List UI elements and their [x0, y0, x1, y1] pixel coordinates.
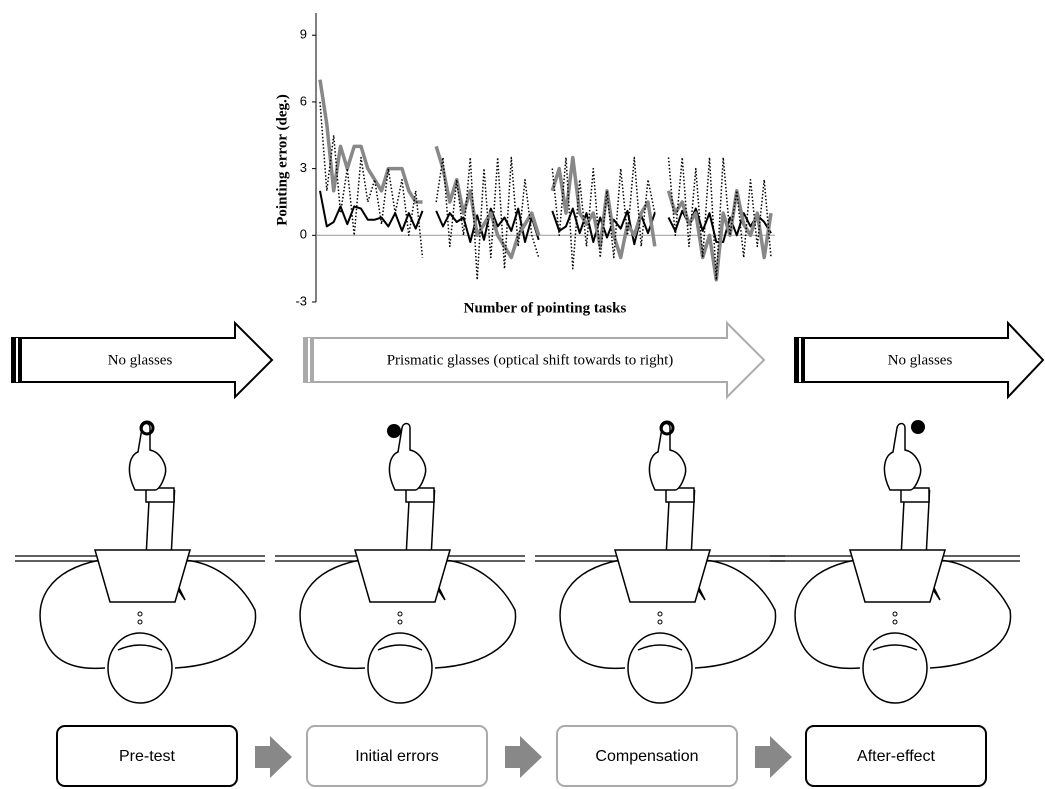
phase-arrow: No glasses — [11, 320, 274, 400]
flow-arrow — [255, 736, 292, 778]
phase-arrow: No glasses — [794, 320, 1045, 400]
phase-arrow: Prismatic glasses (optical shift towards… — [303, 320, 766, 400]
y-axis-title: Pointing error (deg.) — [274, 94, 290, 226]
stage-label: After-effect — [857, 748, 936, 765]
x-axis-title: Number of pointing tasks — [464, 300, 627, 316]
stage: Pre-test — [56, 725, 238, 787]
phase-label: No glasses — [888, 352, 953, 368]
flow-arrow — [505, 736, 542, 778]
stage-label: Initial errors — [355, 748, 439, 765]
stage: Initial errors — [306, 725, 488, 787]
phase-label: Prismatic glasses (optical shift towards… — [387, 352, 674, 368]
series-line — [318, 79, 773, 282]
illustration — [14, 420, 1021, 704]
y-tick-label: 6 — [300, 93, 307, 108]
y-tick-label: 0 — [300, 227, 307, 242]
stage-label: Compensation — [595, 748, 698, 765]
stage: Compensation — [556, 725, 738, 787]
stage: After-effect — [805, 725, 987, 787]
y-tick-label: -3 — [295, 293, 307, 308]
flow-arrow — [755, 736, 792, 778]
series-line — [319, 190, 772, 246]
phase-label: No glasses — [108, 352, 173, 368]
series-line — [319, 101, 772, 281]
y-tick-label: 3 — [300, 160, 307, 175]
stage-label: Pre-test — [119, 748, 176, 765]
y-tick-label: 9 — [300, 27, 307, 42]
